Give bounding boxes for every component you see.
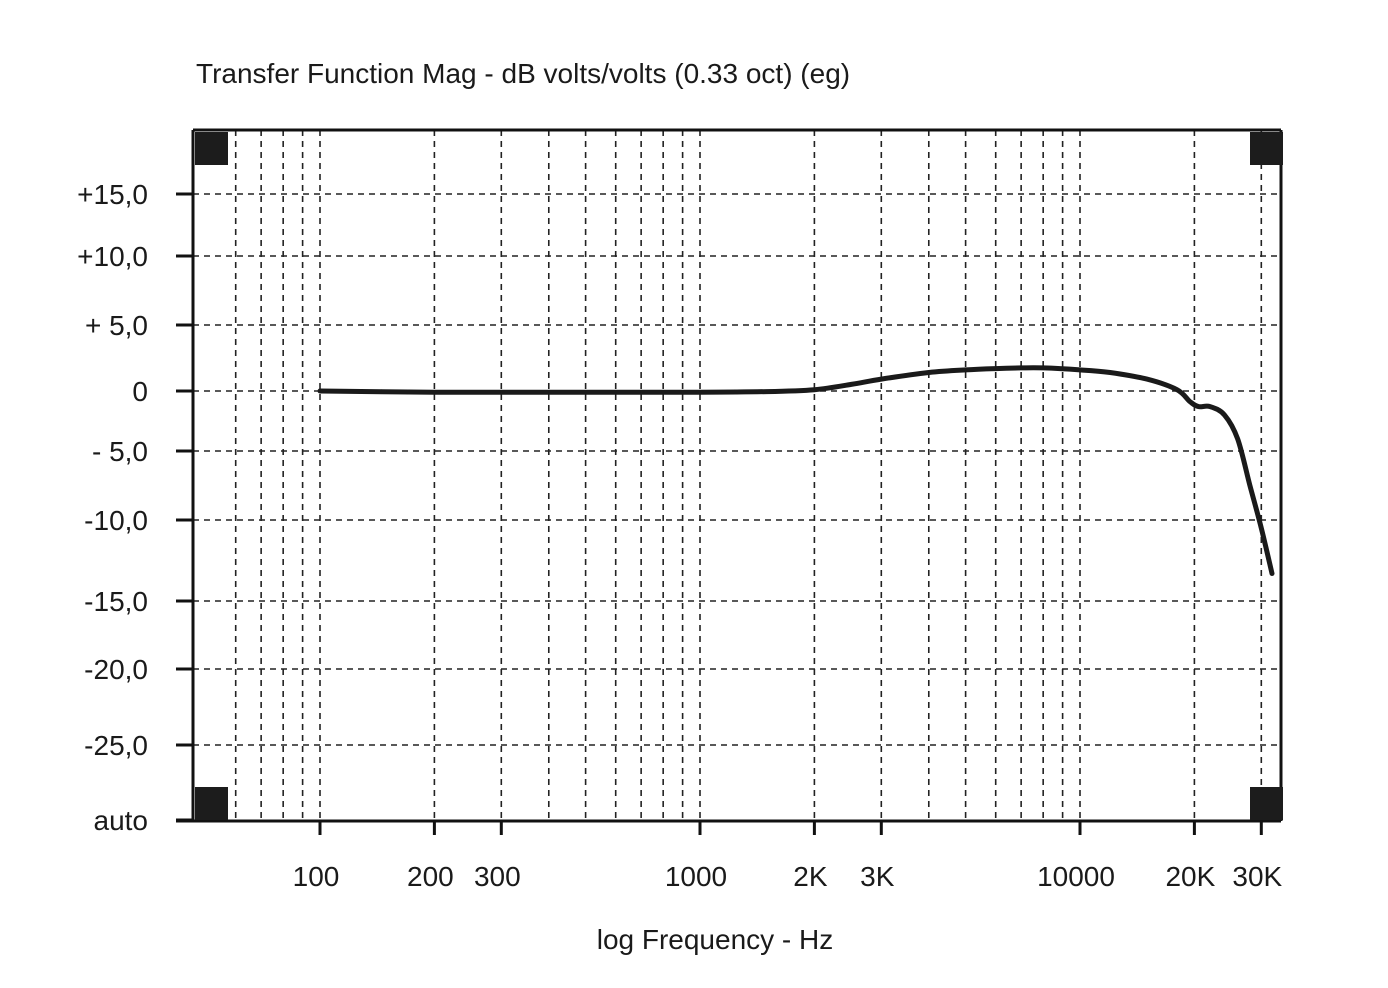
y-tick-label: -25,0 bbox=[84, 730, 148, 761]
x-tick-label: 2K bbox=[793, 861, 828, 892]
y-tick-label: -10,0 bbox=[84, 505, 148, 536]
y-tick-label: - 5,0 bbox=[92, 436, 148, 467]
x-tick-label: 3K bbox=[860, 861, 895, 892]
x-tick-label: 1000 bbox=[665, 861, 727, 892]
corner-marker bbox=[1250, 787, 1283, 820]
y-tick-label: 0 bbox=[132, 376, 148, 407]
corner-marker bbox=[195, 787, 228, 820]
corner-marker bbox=[195, 132, 228, 165]
y-tick-label: +10,0 bbox=[77, 241, 148, 272]
y-tick-label: -20,0 bbox=[84, 654, 148, 685]
x-tick-label: 10000 bbox=[1037, 861, 1115, 892]
y-tick-label: + 5,0 bbox=[85, 310, 148, 341]
x-tick-label: 200 bbox=[407, 861, 454, 892]
x-tick-label: 20K bbox=[1165, 861, 1215, 892]
corner-marker bbox=[1250, 132, 1283, 165]
series-line bbox=[317, 365, 1275, 576]
x-tick-label: 100 bbox=[293, 861, 340, 892]
x-axis-label: log Frequency - Hz bbox=[596, 924, 834, 955]
y-tick-label: -15,0 bbox=[84, 586, 148, 617]
chart-title: Transfer Function Mag - dB volts/volts (… bbox=[196, 58, 851, 89]
x-tick-label: 30K bbox=[1232, 861, 1282, 892]
y-tick-label: +15,0 bbox=[77, 179, 148, 210]
y-tick-label: auto bbox=[94, 805, 149, 836]
x-tick-label: 300 bbox=[474, 861, 521, 892]
